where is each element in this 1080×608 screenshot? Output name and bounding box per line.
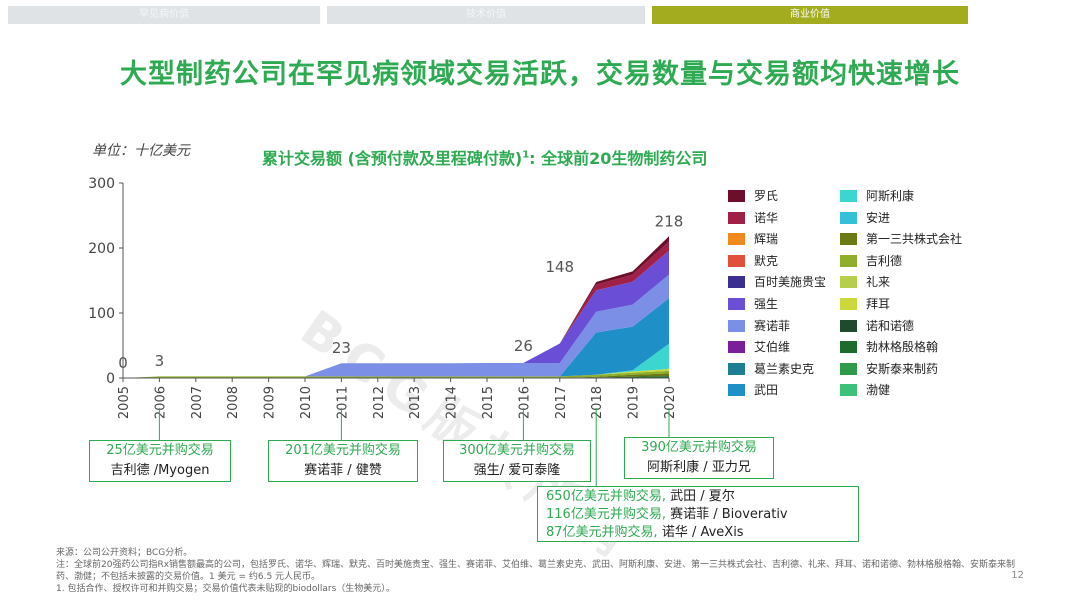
deal-parties: 强生/ 爱可泰隆 [473, 463, 561, 478]
x-tick-label: 2008 [226, 386, 241, 419]
legend-swatch [728, 233, 745, 246]
legend-swatch [840, 233, 857, 246]
deal-amount: 390亿美元并购交易 [641, 440, 757, 455]
y-tick-label: 300 [88, 176, 115, 192]
total-label: 218 [655, 212, 684, 230]
tab-commercial-value[interactable]: 商业价值 [652, 6, 968, 24]
deal-parties: 吉利德 /Myogen [110, 463, 210, 478]
legend-label: 武田 [754, 383, 779, 398]
deal-line: 650亿美元并购交易, 武田 / 夏尔 [546, 489, 735, 504]
legend-swatch [840, 190, 857, 202]
legend-label: 第一三共株式会社 [866, 232, 963, 247]
legend-swatch [840, 341, 857, 354]
unit-label: 单位：十亿美元 [92, 143, 190, 159]
x-tick-label: 2013 [408, 386, 423, 419]
deal-line: 116亿美元并购交易, 赛诺菲 / Bioverativ [546, 507, 788, 522]
legend-swatch [728, 298, 745, 310]
legend: 罗氏诺华辉瑞默克百时美施贵宝 强生赛诺菲艾伯维葛兰素史克武田 阿斯利康安进第一三共株… [728, 188, 988, 408]
legend-swatch [728, 211, 745, 224]
tab-rare-disease-value[interactable]: 罕见病价值 [8, 6, 320, 24]
legend-label: 葛兰素史克 [754, 361, 815, 376]
deal-amount: 25亿美元并购交易 [106, 443, 214, 458]
x-tick-label: 2005 [117, 386, 132, 419]
legend-swatch [840, 276, 857, 289]
deal-parties: 阿斯利康 / 亚力兄 [647, 460, 751, 475]
x-tick-label: 2010 [299, 386, 314, 419]
definition-note: 注：全球前20强药公司指Rx销售额最高的公司，包括罗氏、诺华、辉瑞、默克、百时美… [56, 560, 1016, 582]
x-tick-label: 2020 [663, 386, 678, 419]
legend-label: 默克 [754, 253, 779, 268]
deal-box-2006: 25亿美元并购交易 吉利德 /Myogen [89, 440, 231, 482]
legend-label: 渤健 [866, 383, 891, 398]
page-number: 12 [1011, 570, 1024, 581]
legend-label: 诺华 [754, 210, 779, 225]
area-series [123, 298, 669, 378]
legend-swatch [728, 341, 745, 354]
legend-label: 强生 [754, 297, 779, 311]
x-tick-label: 2018 [590, 386, 605, 419]
legend-label: 拜耳 [866, 297, 891, 311]
total-label: 23 [332, 339, 351, 357]
x-tick-label: 2017 [554, 386, 569, 419]
x-tick-label: 2014 [445, 386, 460, 419]
footnotes: 来源：公司公开资料；BCG分析。 注：全球前20强药公司指Rx销售额最高的公司，… [56, 547, 1016, 595]
legend-swatch [728, 319, 745, 332]
x-tick-label: 2016 [517, 386, 532, 419]
legend-swatch [840, 254, 857, 267]
legend-swatch [840, 362, 857, 375]
y-tick-label: 200 [88, 241, 115, 257]
x-tick-label: 2015 [481, 386, 496, 419]
x-tick-label: 2011 [335, 386, 350, 419]
legend-label: 安斯泰来制药 [866, 361, 939, 376]
legend-label: 安进 [866, 210, 891, 225]
x-tick-label: 2019 [627, 386, 642, 419]
deal-box-2018: 650亿美元并购交易, 武田 / 夏尔 116亿美元并购交易, 赛诺菲 / Bi… [537, 486, 859, 542]
legend-swatch [728, 362, 745, 375]
total-label: 0 [118, 354, 128, 372]
total-label: 148 [545, 258, 574, 276]
legend-swatch [840, 319, 857, 332]
source-note: 来源：公司公开资料；BCG分析。 [56, 548, 193, 558]
page-title: 大型制药公司在罕见病领域交易活跃，交易数量与交易额均快速增长 [120, 59, 960, 90]
total-label: 26 [514, 337, 533, 355]
y-tick-label: 100 [88, 306, 115, 322]
legend-label: 诺和诺德 [866, 318, 915, 333]
legend-label: 礼来 [866, 275, 891, 290]
x-tick-label: 2007 [190, 386, 205, 419]
chart-title: 累计交易额 (含预付款及里程碑付款)1: 全球前20生物制药公司 [262, 149, 708, 168]
legend-swatch [840, 211, 857, 224]
legend-swatch [728, 384, 745, 397]
legend-label: 百时美施贵宝 [754, 275, 827, 290]
deal-amount: 300亿美元并购交易 [459, 443, 575, 458]
deal-line: 87亿美元并购交易, 诺华 / AveXis [546, 525, 744, 540]
area-series [123, 370, 669, 378]
legend-label: 艾伯维 [754, 340, 791, 355]
deal-parties: 赛诺菲 / 健赞 [304, 463, 382, 478]
footnote-1: 1. 包括合作、授权许可和并购交易；交易价值代表未贴现的biodollars（生… [56, 584, 395, 594]
legend-label: 勃林格殷格翰 [866, 340, 939, 355]
legend-label: 阿斯利康 [866, 189, 915, 203]
legend-label: 辉瑞 [754, 232, 779, 247]
x-tick-label: 2012 [372, 386, 387, 419]
legend-label: 吉利德 [866, 253, 903, 268]
tab-technical-value[interactable]: 技术价值 [327, 6, 645, 24]
legend-swatch [728, 254, 745, 267]
deal-box-2020: 390亿美元并购交易 阿斯利康 / 亚力兄 [624, 437, 774, 479]
legend-label: 罗氏 [754, 189, 779, 203]
deal-box-2016: 300亿美元并购交易 强生/ 爱可泰隆 [443, 440, 591, 482]
legend-swatch [840, 384, 857, 397]
deal-box-2011: 201亿美元并购交易 赛诺菲 / 健赞 [268, 440, 418, 482]
legend-label: 赛诺菲 [754, 318, 791, 333]
x-tick-label: 2009 [263, 386, 278, 419]
legend-swatch [728, 190, 745, 202]
deal-amount: 201亿美元并购交易 [285, 443, 401, 458]
legend-swatch [840, 298, 857, 310]
x-tick-label: 2006 [153, 386, 168, 419]
total-label: 3 [155, 352, 165, 370]
y-tick-label: 0 [106, 371, 115, 387]
legend-swatch [728, 276, 745, 289]
